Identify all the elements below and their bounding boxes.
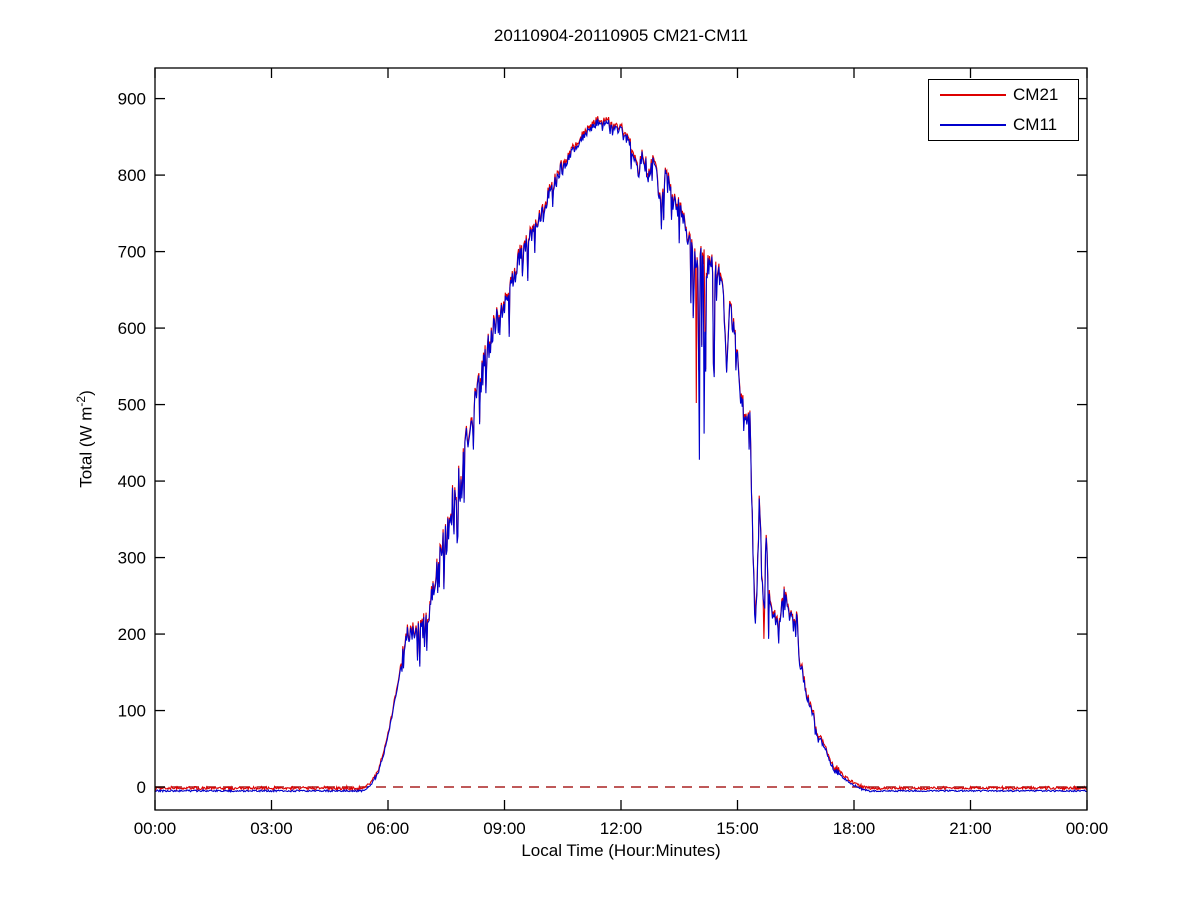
y-tick-label: 800 <box>118 166 146 185</box>
y-axis-label: Total (W m-2) <box>74 319 98 559</box>
y-axis-label-close: ) <box>76 390 96 396</box>
x-tick-label: 12:00 <box>600 819 643 838</box>
y-tick-label: 300 <box>118 549 146 568</box>
legend: CM21 CM11 <box>928 79 1079 141</box>
y-tick-label: 700 <box>118 243 146 262</box>
chart-title: 20110904-20110905 CM21-CM11 <box>493 26 749 45</box>
x-tick-label: 00:00 <box>134 819 177 838</box>
y-axis-label-text: Total (W m <box>76 406 96 488</box>
x-tick-label: 00:00 <box>1066 819 1109 838</box>
legend-line-sample-cm11 <box>940 123 1006 126</box>
y-tick-label: 600 <box>118 319 146 338</box>
legend-label-cm21: CM21 <box>1013 85 1059 105</box>
cm11-line <box>154 118 1088 794</box>
y-tick-label: 400 <box>118 472 146 491</box>
legend-entry-cm11: CM11 <box>929 111 1078 139</box>
legend-entry-cm21: CM21 <box>929 81 1078 109</box>
x-tick-label: 21:00 <box>949 819 992 838</box>
y-axis-label-superscript: -2 <box>74 395 88 407</box>
y-tick-label: 0 <box>137 778 146 797</box>
x-tick-label: 18:00 <box>833 819 876 838</box>
x-tick-label: 03:00 <box>250 819 293 838</box>
y-tick-label: 100 <box>118 702 146 721</box>
x-axis-label: Local Time (Hour:Minutes) <box>521 841 721 860</box>
legend-label-cm11: CM11 <box>1013 114 1058 134</box>
cm21-line <box>154 116 1088 792</box>
x-tick-label: 09:00 <box>483 819 526 838</box>
x-tick-label: 15:00 <box>716 819 759 838</box>
axes-box <box>154 67 1088 811</box>
y-tick-label: 900 <box>118 90 146 109</box>
y-tick-label: 200 <box>118 625 146 644</box>
y-tick-label: 500 <box>118 396 146 415</box>
x-tick-label: 06:00 <box>367 819 410 838</box>
legend-line-sample-cm21 <box>940 94 1006 97</box>
